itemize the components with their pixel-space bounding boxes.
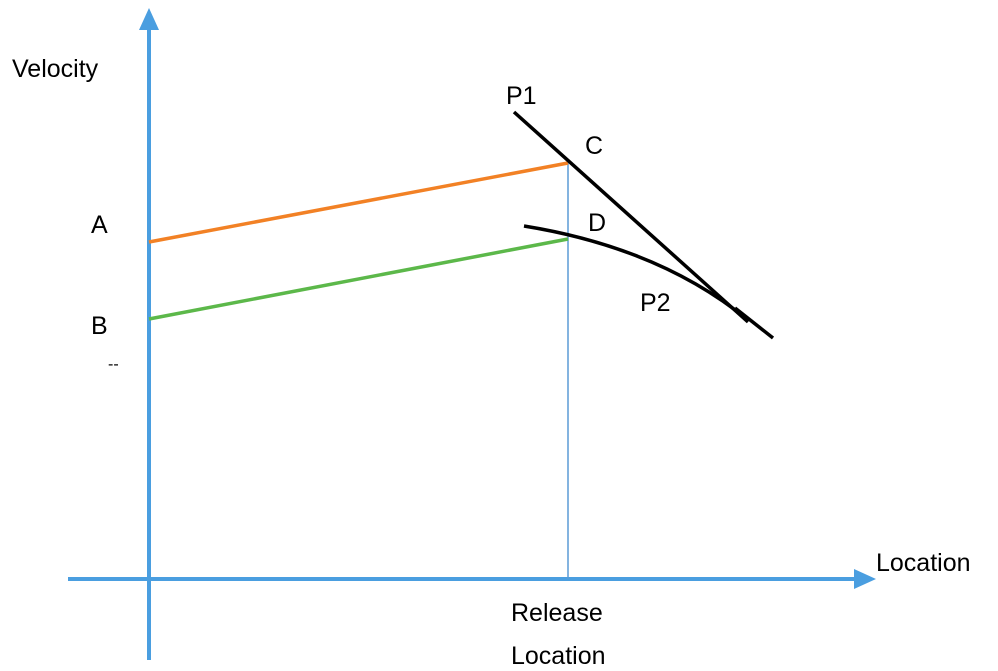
release-label-line2: Location (511, 642, 606, 670)
x-axis-label: Location (876, 549, 971, 577)
point-label-d: D (588, 209, 606, 237)
p1-curve (512, 110, 750, 324)
point-label-b: B (91, 312, 108, 340)
curve-label-p1: P1 (506, 82, 537, 110)
release-label-line1: Release (511, 599, 603, 627)
line-b-to-d (148, 237, 569, 321)
y-axis-label: Velocity (12, 55, 99, 83)
line-a-to-c (148, 161, 569, 244)
point-label-a: A (91, 211, 108, 239)
x-axis-arrowhead (854, 569, 876, 589)
dash-marker: -- (108, 356, 119, 373)
curve-label-p2: P2 (640, 289, 671, 317)
y-axis-arrowhead (139, 8, 159, 30)
point-label-c: C (585, 132, 603, 160)
p2-curve (523, 224, 750, 322)
